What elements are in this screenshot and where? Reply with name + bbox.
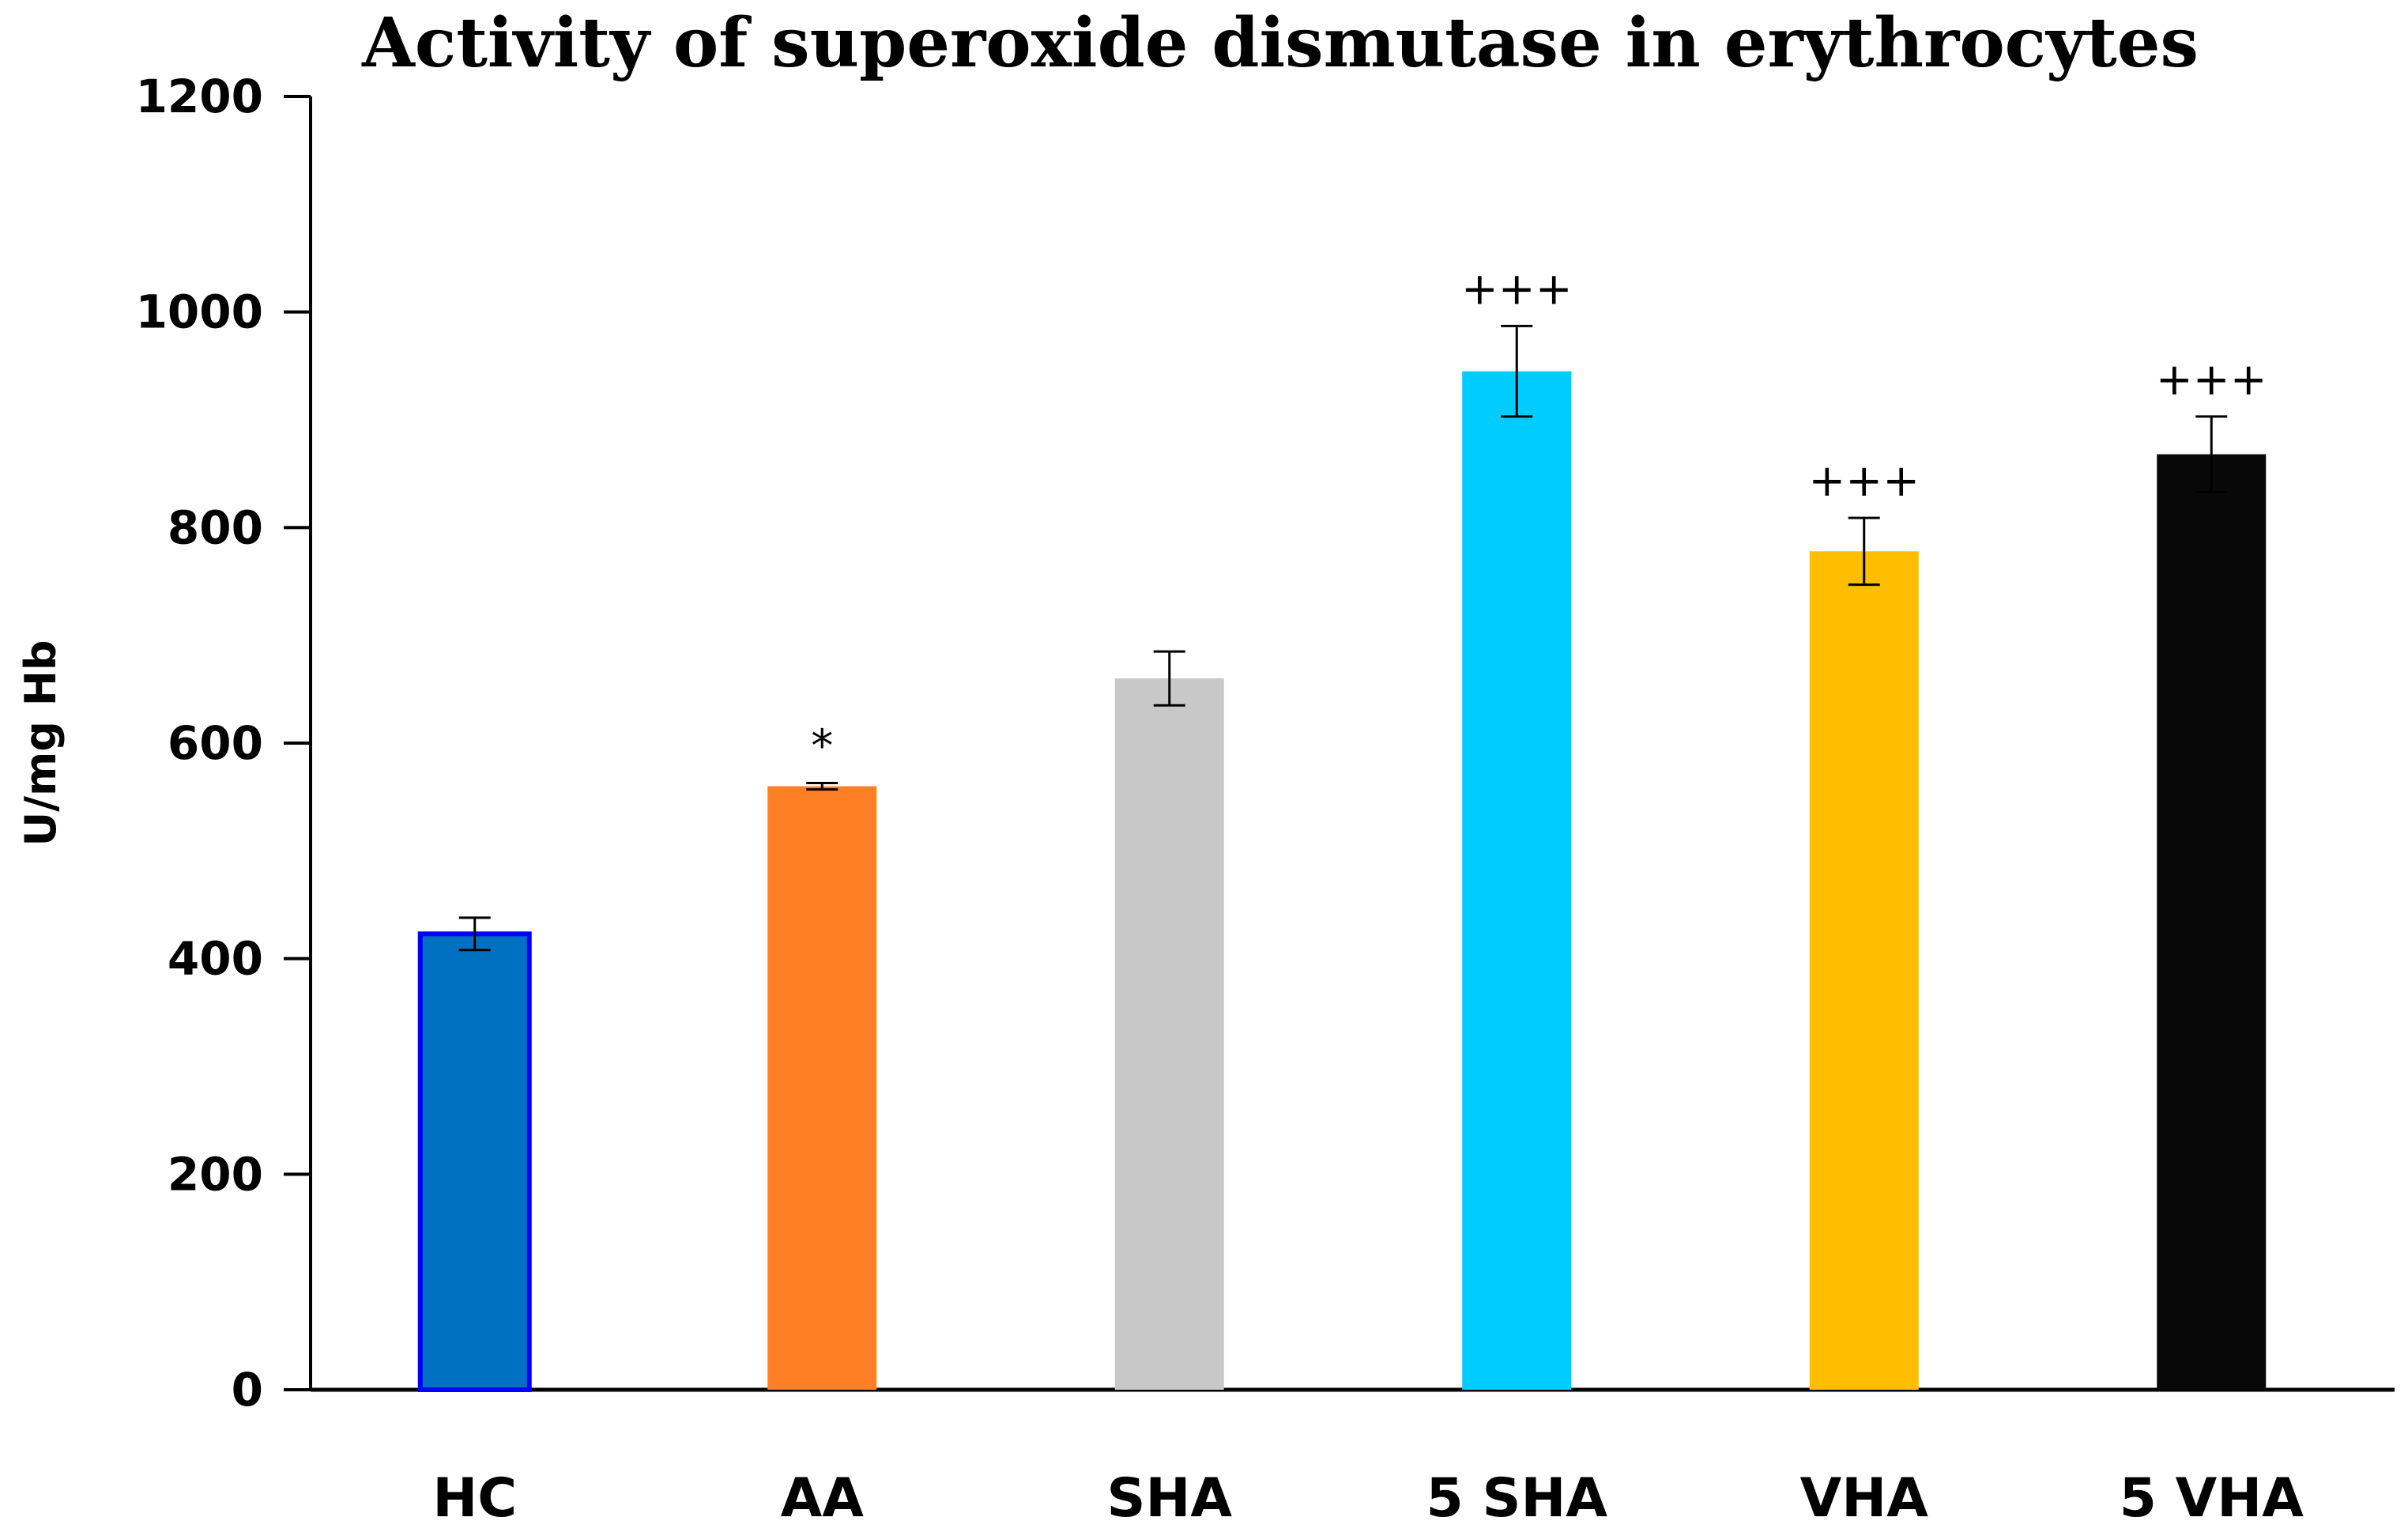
x-tick-label: 5 SHA [1426, 1467, 1608, 1530]
bar-hc [417, 931, 532, 1393]
significance-label: * [811, 720, 833, 772]
x-tick-label: VHA [1800, 1467, 1929, 1530]
y-tick-label: 800 [168, 500, 263, 554]
axes [284, 95, 2395, 1392]
x-tick-label: SHA [1106, 1467, 1232, 1530]
y-tick-label: 0 [232, 1363, 263, 1417]
significance-label: +++ [1808, 455, 1920, 507]
bar-5-sha [1462, 371, 1572, 1390]
bars [417, 371, 2267, 1393]
bar-sha [1114, 678, 1224, 1390]
y-tick-label: 1000 [136, 285, 263, 339]
significance-label: +++ [2156, 354, 2267, 406]
bar-5-vha [2157, 454, 2267, 1390]
y-axis-label: U/mg Hb [16, 640, 66, 846]
chart-title: Activity of superoxide dismutase in eryt… [361, 3, 2199, 83]
y-tick-labels: 0 200 400 600 800 1000 1200 [136, 70, 263, 1417]
x-tick-label: HC [432, 1467, 517, 1530]
bar-aa [767, 786, 877, 1390]
x-tick-labels: HC AA SHA 5 SHA VHA 5 VHA [432, 1467, 2304, 1530]
x-tick-label: 5 VHA [2120, 1467, 2304, 1530]
y-tick-label: 400 [168, 932, 263, 986]
bar-vha [1809, 551, 1919, 1390]
y-axis-label-group: U/mg Hb [16, 640, 66, 846]
significance-annotations: * +++ +++ +++ [811, 263, 2267, 772]
y-tick-label: 200 [168, 1147, 263, 1201]
y-tick-label: 1200 [136, 70, 263, 123]
error-bars [458, 324, 2228, 952]
significance-label: +++ [1461, 263, 1573, 315]
y-tick-label: 600 [168, 716, 263, 770]
x-tick-label: AA [781, 1467, 865, 1530]
